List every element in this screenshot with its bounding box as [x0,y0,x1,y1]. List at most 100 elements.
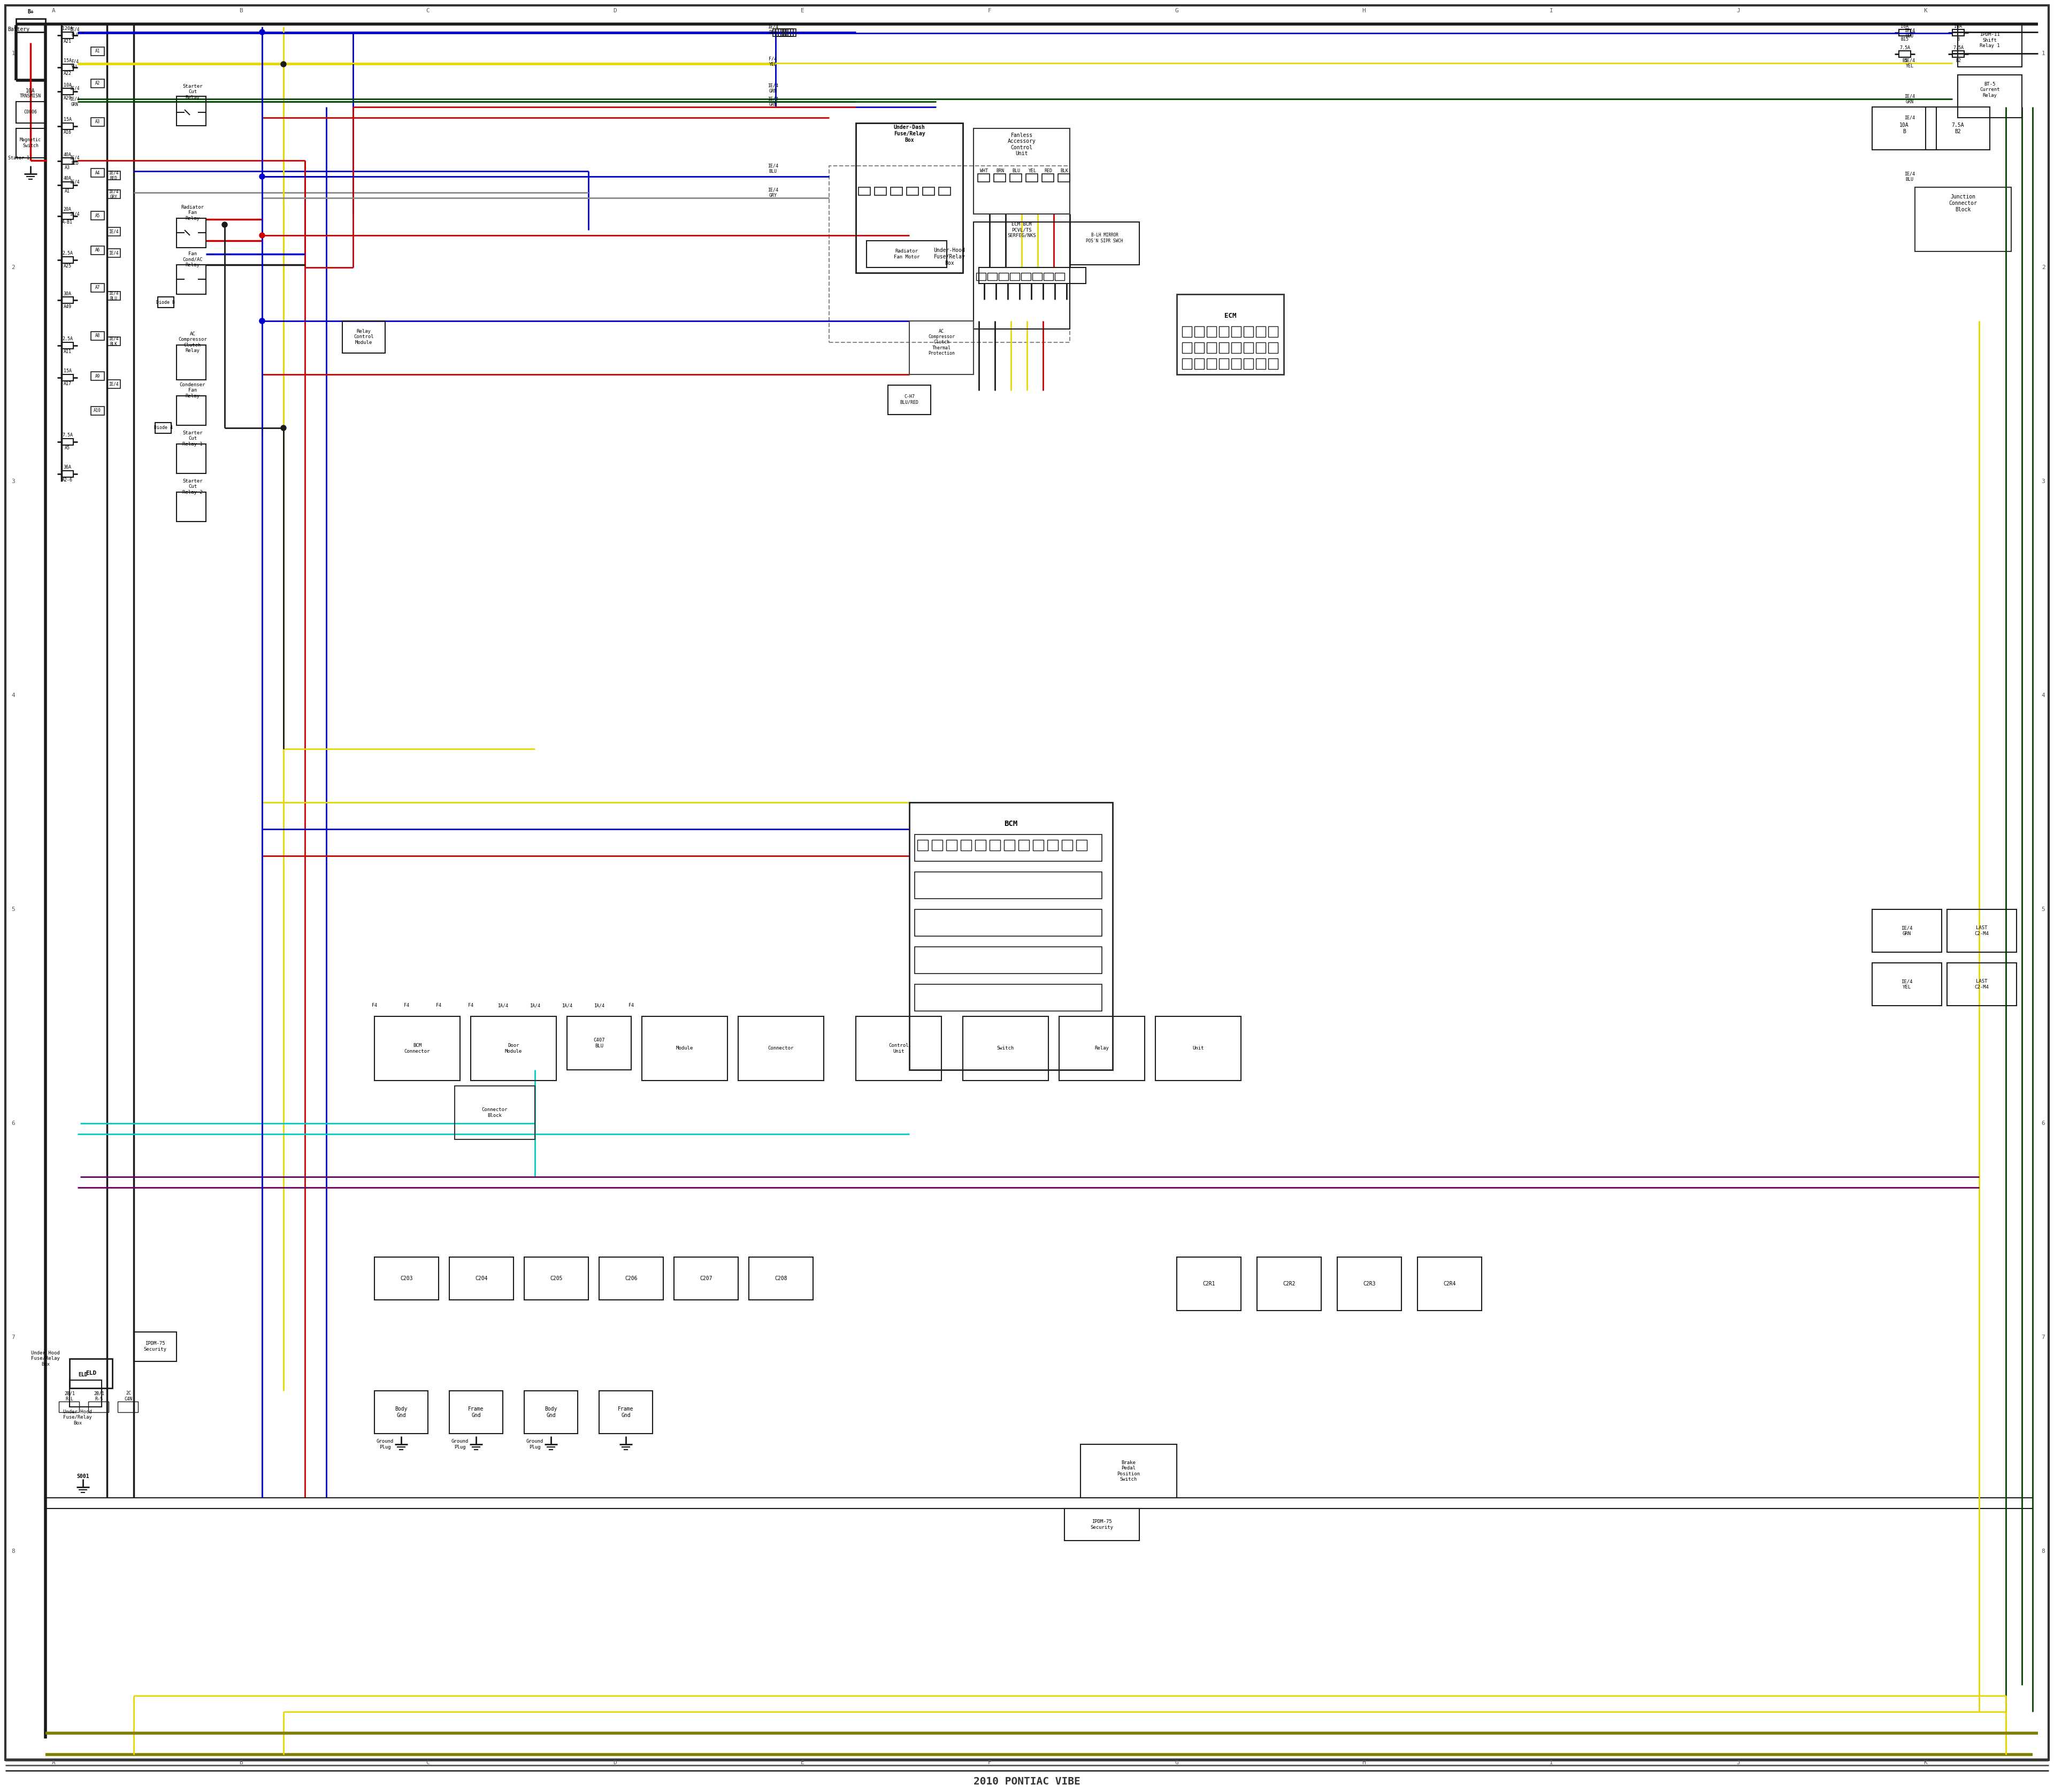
Text: 2.5A: 2.5A [62,251,72,256]
Bar [62,213,74,219]
Text: A3: A3 [66,165,70,170]
Bar [1208,326,1216,337]
Text: RED: RED [1043,168,1052,174]
Bar [1337,1256,1401,1310]
Bar [1033,272,1041,280]
Bar [1267,342,1278,353]
Text: ELD: ELD [78,1373,88,1378]
Text: IE/4
BLU: IE/4 BLU [70,27,80,38]
Bar [1195,342,1204,353]
Text: E: E [801,1760,805,1765]
Text: LAST
C2-M4: LAST C2-M4 [1974,926,1988,935]
Text: A8: A8 [94,333,101,339]
Text: IE/4: IE/4 [109,229,119,235]
Bar [867,240,947,267]
Bar [107,380,121,389]
Text: C204: C204 [474,1276,487,1281]
Text: G: G [1175,7,1179,13]
Bar [1011,272,1019,280]
Text: IE/4
GRN: IE/4 GRN [768,82,778,93]
Text: Fan
Cond/AC
Relay: Fan Cond/AC Relay [183,251,203,267]
Bar [1043,272,1054,280]
Text: AC
Compressor
Clutch
Thermal
Protection: AC Compressor Clutch Thermal Protection [928,328,955,357]
Text: A4: A4 [94,170,101,176]
Text: Connector
Block: Connector Block [483,1107,507,1118]
Text: A29: A29 [64,95,72,100]
Text: G: G [1175,1760,1179,1765]
Bar [918,840,928,851]
Bar [107,190,121,199]
Text: B: B [238,1760,242,1765]
Text: 2B/1
R-S: 2B/1 R-S [94,1391,105,1401]
Bar [1041,174,1054,181]
Text: 15A: 15A [64,369,72,375]
Bar [177,97,205,125]
Text: I: I [1549,7,1553,13]
Text: 2: 2 [12,265,14,271]
Bar [88,1401,109,1412]
Bar [787,29,797,36]
Bar [1177,294,1284,375]
Bar [16,102,45,124]
Text: A10: A10 [94,409,101,414]
Bar [1898,29,1910,36]
Bar [988,272,996,280]
Bar [1183,342,1191,353]
Text: LAST
C2-M4: LAST C2-M4 [1974,978,1988,989]
Bar [177,444,205,473]
Bar [785,29,793,36]
Text: A2: A2 [94,81,101,86]
Bar [875,186,887,195]
Bar [1871,108,1937,151]
Text: F4: F4 [405,1004,409,1009]
Text: A22: A22 [64,72,72,77]
Text: IPDM-75
Security: IPDM-75 Security [1091,1520,1113,1530]
Text: Module: Module [676,1047,694,1050]
Bar [1064,1509,1140,1541]
Bar [1243,342,1253,353]
Text: A2-6: A2-6 [62,478,72,482]
Bar [1019,840,1029,851]
Bar [177,265,205,294]
Bar [963,1016,1048,1081]
Bar [1058,174,1070,181]
Bar [1080,1444,1177,1498]
Text: B: B [1957,36,1960,41]
Bar [62,181,74,188]
Bar [1255,326,1265,337]
Text: F4: F4 [372,1004,378,1009]
Bar [90,332,105,340]
Bar [906,186,918,195]
Text: 4: 4 [12,694,14,699]
Bar [998,272,1009,280]
Text: 30A: 30A [64,292,72,296]
Text: 10A: 10A [27,88,35,93]
Bar [524,1256,587,1299]
Text: 10A: 10A [64,82,72,88]
Text: IA/4: IA/4 [594,1004,604,1009]
Text: A6: A6 [94,247,101,253]
Bar [374,1391,427,1434]
Bar [980,267,1087,283]
Bar [107,228,121,237]
Bar [107,249,121,258]
Text: B2: B2 [1955,57,1962,63]
Text: E: E [801,7,805,13]
Bar [1914,186,2011,251]
Text: 7.5A
B2: 7.5A B2 [1951,122,1964,134]
Bar [1947,962,2017,1005]
Text: 7.5A: 7.5A [1900,45,1910,50]
Text: K: K [1925,1760,1927,1765]
Bar [1953,50,1964,57]
Bar [374,1016,460,1081]
Text: IE/4
GRN: IE/4 GRN [768,97,778,108]
Text: ELD: ELD [86,1371,97,1376]
Bar [641,1016,727,1081]
Bar [990,840,1000,851]
Text: A-B1: A-B1 [62,220,72,226]
Bar [90,407,105,416]
Text: 4: 4 [2042,694,2046,699]
Bar [1417,1256,1481,1310]
Text: C205: C205 [550,1276,563,1281]
Bar [974,222,1070,330]
